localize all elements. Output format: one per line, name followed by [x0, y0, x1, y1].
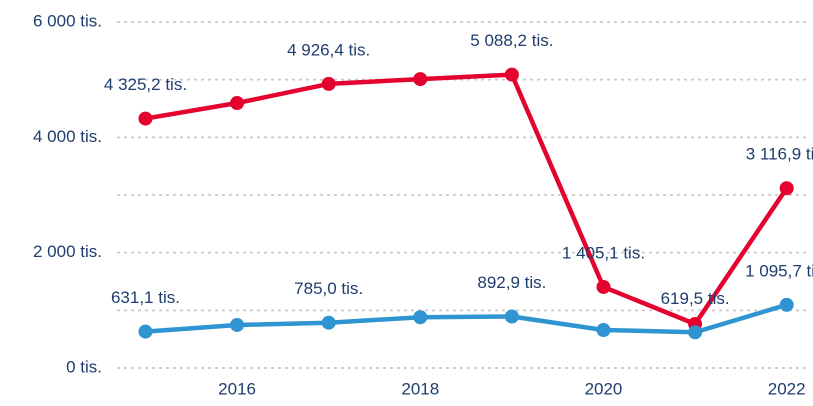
data-point — [321, 76, 336, 91]
data-point — [779, 181, 794, 196]
data-label: 5 088,2 tis. — [470, 31, 553, 50]
data-label: 3 116,9 tis. — [746, 145, 813, 164]
y-tick-label: 4 000 tis. — [33, 127, 102, 146]
data-point — [688, 325, 703, 340]
x-tick-label: 2016 — [218, 379, 256, 398]
data-label: 4 926,4 tis. — [287, 40, 370, 59]
data-label: 892,9 tis. — [477, 273, 546, 292]
y-tick-label: 2 000 tis. — [33, 242, 102, 261]
data-label: 4 325,2 tis. — [104, 75, 187, 94]
data-point — [138, 111, 153, 126]
data-label: 1 095,7 tis. — [745, 261, 813, 280]
series-line — [145, 72, 789, 327]
data-point — [413, 72, 428, 87]
data-label: 785,0 tis. — [294, 279, 363, 298]
x-tick-label: 2020 — [585, 379, 623, 398]
data-point — [596, 279, 611, 294]
data-point — [596, 322, 611, 337]
data-point — [230, 317, 245, 332]
data-point — [230, 96, 245, 111]
series-line — [145, 302, 788, 335]
x-tick-label: 2022 — [768, 379, 806, 398]
data-label: 619,5 tis. — [661, 289, 730, 308]
x-tick-label: 2018 — [401, 379, 439, 398]
data-point — [138, 324, 153, 339]
data-point — [504, 309, 519, 324]
data-point — [413, 310, 428, 325]
data-label: 1 405,1 tis. — [562, 243, 645, 262]
data-point — [504, 67, 519, 82]
data-point — [779, 297, 794, 312]
data-point — [321, 315, 336, 330]
y-tick-label: 0 tis. — [66, 357, 102, 376]
data-label: 631,1 tis. — [111, 288, 180, 307]
y-tick-label: 6 000 tis. — [33, 11, 102, 30]
